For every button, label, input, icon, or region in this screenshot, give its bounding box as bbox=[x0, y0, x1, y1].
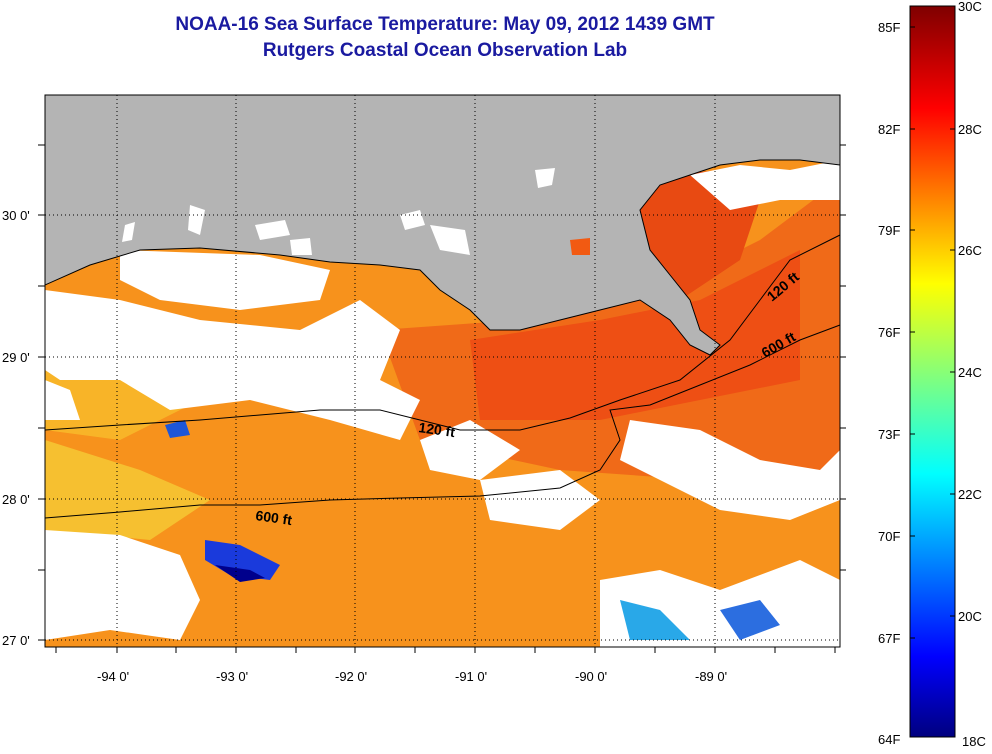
land bbox=[45, 95, 840, 356]
colorbar-f-label: 85F bbox=[878, 20, 900, 35]
colorbar-ticks bbox=[910, 26, 955, 639]
lake bbox=[430, 225, 470, 255]
colorbar-c-label: 18C bbox=[962, 734, 986, 749]
contour-label: 120 ft bbox=[418, 419, 457, 440]
map-area bbox=[45, 95, 840, 647]
lake bbox=[570, 238, 590, 255]
lat-label: 28 0' bbox=[2, 492, 30, 507]
cloud-cover bbox=[420, 420, 520, 480]
map-frame bbox=[44, 94, 841, 648]
map-subtitle: Rutgers Coastal Ocean Observation Lab bbox=[262, 40, 628, 61]
colorbar-c-label: 28C bbox=[958, 122, 982, 137]
lat-label: 27 0' bbox=[2, 633, 30, 648]
cloud-cover bbox=[690, 160, 840, 210]
cloud-cover bbox=[620, 420, 840, 520]
colorbar-f-label: 64F bbox=[878, 732, 900, 747]
lon-label: -92 0' bbox=[335, 669, 367, 684]
colorbar-c-label: 22C bbox=[958, 487, 982, 502]
colorbar-c-label: 26C bbox=[958, 243, 982, 258]
colorbar-f-label: 76F bbox=[878, 325, 900, 340]
colorbar-f-label: 82F bbox=[878, 122, 900, 137]
colorbar-f-label: 73F bbox=[878, 427, 900, 442]
lake bbox=[255, 220, 290, 240]
colorbar-c-label: 30C bbox=[958, 0, 982, 14]
colorbar-c-label: 20C bbox=[958, 609, 982, 624]
grid bbox=[45, 95, 840, 647]
cold-patch bbox=[215, 565, 265, 582]
colorbar-f-label: 67F bbox=[878, 631, 900, 646]
lake bbox=[122, 222, 135, 242]
axis-ticks bbox=[38, 144, 846, 653]
lon-label: -89 0' bbox=[695, 669, 727, 684]
colorbar-f-label: 70F bbox=[878, 529, 900, 544]
cloud-cover bbox=[120, 250, 330, 310]
colorbar-c-label: 24C bbox=[958, 365, 982, 380]
cold-patch bbox=[620, 600, 690, 640]
lake bbox=[188, 205, 205, 235]
colorbar bbox=[909, 5, 956, 738]
contour-600ft bbox=[44, 324, 841, 519]
lon-label: -94 0' bbox=[97, 669, 129, 684]
cloud-cover bbox=[45, 290, 420, 440]
cold-patch bbox=[165, 420, 190, 438]
contour-120ft bbox=[44, 234, 841, 431]
cold-patch bbox=[720, 600, 780, 640]
map-title: NOAA-16 Sea Surface Temperature: May 09,… bbox=[175, 14, 715, 35]
lon-label: -90 0' bbox=[575, 669, 607, 684]
lat-label: 29 0' bbox=[2, 350, 30, 365]
lon-label: -91 0' bbox=[455, 669, 487, 684]
cloud-cover bbox=[45, 380, 80, 420]
lake bbox=[400, 210, 425, 230]
lake bbox=[290, 238, 312, 255]
lat-label: 30 0' bbox=[2, 208, 30, 223]
cloud-cover bbox=[480, 470, 600, 530]
colorbar-f-label: 79F bbox=[878, 223, 900, 238]
lake bbox=[535, 168, 555, 188]
lon-label: -93 0' bbox=[216, 669, 248, 684]
contour-label: 600 ft bbox=[255, 507, 294, 528]
cloud-cover bbox=[45, 530, 200, 640]
